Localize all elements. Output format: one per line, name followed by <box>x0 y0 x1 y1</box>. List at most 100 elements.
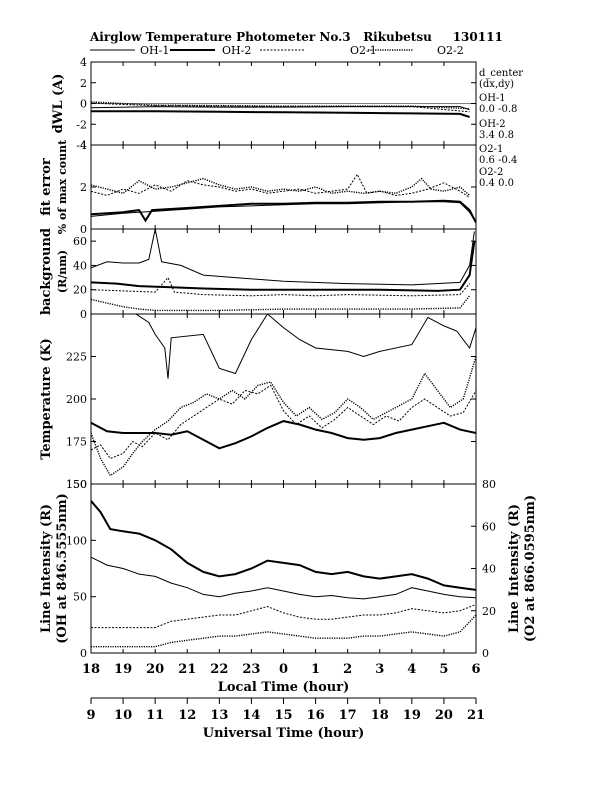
local-time-label: Local Time (hour) <box>218 680 350 695</box>
y2tick-label-int: 60 <box>482 520 496 533</box>
ut-tick: 10 <box>114 708 132 723</box>
d-center-annotations: d_center(dx,dy) OH-10.0 -0.8 OH-23.4 0.8 O2… <box>479 68 523 189</box>
series-int-oh1 <box>91 556 476 600</box>
series-fit-oh1 <box>91 201 476 223</box>
ytick-label-temp: 225 <box>66 351 87 364</box>
ut-label: Universal Time (hour) <box>203 726 365 741</box>
ytick-label-temp: 200 <box>66 393 87 406</box>
ut-tick: 11 <box>146 708 164 723</box>
panels: -4 -2 0 2 4 dWL (A) 0 2 4 fit error% of max count… <box>39 56 538 660</box>
series-group-fit <box>91 173 476 224</box>
ytick-label-dwl: -4 <box>76 139 87 152</box>
series-int-o21 <box>91 603 476 629</box>
local-time-tick: 5 <box>439 662 448 677</box>
ut-tick: 21 <box>467 708 485 723</box>
local-time-tick: 6 <box>471 662 480 677</box>
local-time-tick: 1 <box>311 662 320 677</box>
ut-tick: 17 <box>339 708 357 723</box>
ytick-label-dwl: 0 <box>80 98 87 111</box>
local-time-tick: 0 <box>279 662 288 677</box>
ylabel-bg: background <box>39 228 54 315</box>
annotation-0: d_center <box>479 68 523 79</box>
panel-bg: 0 20 40 60 background (R/nm) <box>39 228 477 321</box>
local-time-tick: 19 <box>114 662 132 677</box>
series-temp-oh1 <box>135 314 476 379</box>
ut-tick: 14 <box>242 708 260 723</box>
legend: OH-1 OH-2 O2-1 O2-2 <box>90 44 464 57</box>
local-time-tick: 21 <box>178 662 196 677</box>
ut-tick: 16 <box>307 708 325 723</box>
annotation-9: 0.4 0.0 <box>479 178 514 189</box>
ut-tick: 9 <box>86 708 95 723</box>
ut-tick: 15 <box>274 708 292 723</box>
ysub-fit: % of max count <box>56 139 69 234</box>
ysub-int: (OH at 846.5555nm) <box>55 493 70 643</box>
legend-label-o21: O2-1 <box>350 44 377 57</box>
ysub-bg: (R/nm) <box>56 250 69 293</box>
legend-label-oh2: OH-2 <box>222 44 251 57</box>
ytick-label-fit: 4 <box>80 139 87 152</box>
ylabel-fit: fit error <box>39 158 54 216</box>
series-int-o22 <box>91 614 476 648</box>
y2tick-label-int: 20 <box>482 605 496 618</box>
series-int-oh2 <box>91 500 476 591</box>
y2label-int: Line Intensity (R) <box>507 504 522 633</box>
series-fit-o22 <box>91 177 471 196</box>
ytick-label-fit: 2 <box>80 181 87 194</box>
legend-label-o22: O2-2 <box>437 44 464 57</box>
chart-title: Airglow Temperature Photometer No.3 Riku… <box>89 30 503 44</box>
ut-tick: 13 <box>210 708 228 723</box>
y2tick-label-int: 80 <box>482 478 496 491</box>
annotation-1: (dx,dy) <box>479 79 514 90</box>
series-bg-o21 <box>91 276 470 297</box>
ytick-label-int: 0 <box>80 647 87 660</box>
ytick-label-bg: 60 <box>73 235 87 248</box>
series-dwl-oh2 <box>91 110 470 118</box>
ut-tick: 18 <box>371 708 389 723</box>
ytick-label-dwl: 2 <box>80 77 87 90</box>
ytick-label-bg: 20 <box>73 284 87 297</box>
series-temp-o21 <box>91 384 476 460</box>
series-group-bg <box>91 229 476 312</box>
series-bg-oh2 <box>91 240 476 292</box>
panel-fit: 0 2 4 fit error% of max count <box>39 139 477 236</box>
ytick-label-temp: 175 <box>66 436 87 449</box>
local-time-tick: 22 <box>210 662 228 677</box>
annotation-8: O2-2 <box>479 167 503 178</box>
ytick-label-dwl: -2 <box>76 118 87 131</box>
ytick-label-bg: 40 <box>73 259 87 272</box>
ylabel-temp: Temperature (K) <box>39 338 54 460</box>
local-time-tick: 23 <box>242 662 260 677</box>
series-group-dwl <box>91 101 470 118</box>
annotation-6: O2-1 <box>479 144 503 155</box>
ytick-label-bg: 0 <box>80 308 87 321</box>
series-bg-o22 <box>91 295 471 312</box>
ut-tick: 12 <box>178 708 196 723</box>
ut-tick: 20 <box>435 708 453 723</box>
local-time-tick: 18 <box>82 662 100 677</box>
ytick-label-int: 50 <box>73 591 87 604</box>
panel-frame-temp <box>90 313 477 485</box>
annotation-5: 3.4 0.8 <box>479 130 514 141</box>
panel-frame-bg <box>90 228 477 315</box>
local-time-tick: 2 <box>343 662 352 677</box>
series-dwl-o22 <box>91 101 470 110</box>
ytick-label-int: 100 <box>66 534 87 547</box>
series-fit-oh2 <box>91 199 476 224</box>
ytick-label-temp: 150 <box>66 478 87 491</box>
panel-temp: 150 175 200 225 Temperature (K) <box>39 313 477 491</box>
annotation-3: 0.0 -0.8 <box>479 104 517 115</box>
series-group-int <box>91 500 476 648</box>
legend-label-oh1: OH-1 <box>140 44 169 57</box>
ylabel-int: Line Intensity (R) <box>39 504 54 633</box>
ut-tick: 19 <box>403 708 421 723</box>
local-time-tick: 3 <box>375 662 384 677</box>
local-time-tick: 4 <box>407 662 416 677</box>
y2sub-int: (O2 at 866.0595nm) <box>523 495 538 642</box>
series-group-temp <box>91 314 476 477</box>
ytick-label-int: 150 <box>66 478 87 491</box>
series-temp-oh2 <box>91 420 476 450</box>
